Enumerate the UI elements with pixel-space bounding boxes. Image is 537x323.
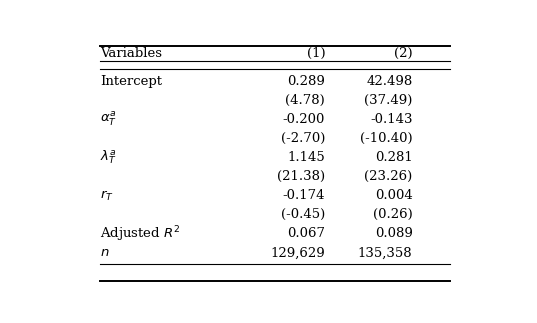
Text: $\lambda^{a}_{T}$: $\lambda^{a}_{T}$ [100,149,117,166]
Text: 0.067: 0.067 [287,227,325,240]
Text: (37.49): (37.49) [364,94,412,107]
Text: 0.004: 0.004 [375,189,412,202]
Text: -0.143: -0.143 [370,113,412,126]
Text: 0.089: 0.089 [375,227,412,240]
Text: $\alpha^{a}_{T}$: $\alpha^{a}_{T}$ [100,111,118,128]
Text: 0.289: 0.289 [287,75,325,88]
Text: $n$: $n$ [100,246,110,259]
Text: (1): (1) [307,47,325,60]
Text: (21.38): (21.38) [277,170,325,183]
Text: 1.145: 1.145 [287,151,325,164]
Text: Variables: Variables [100,47,162,60]
Text: -0.200: -0.200 [283,113,325,126]
Text: Intercept: Intercept [100,75,162,88]
Text: 42.498: 42.498 [366,75,412,88]
Text: (-10.40): (-10.40) [360,132,412,145]
Text: (0.26): (0.26) [373,208,412,221]
Text: (-0.45): (-0.45) [281,208,325,221]
Text: 129,629: 129,629 [271,246,325,259]
Text: -0.174: -0.174 [282,189,325,202]
Text: $r_{T}$: $r_{T}$ [100,189,114,203]
Text: (2): (2) [394,47,412,60]
Text: (23.26): (23.26) [364,170,412,183]
Text: (-2.70): (-2.70) [281,132,325,145]
Text: (4.78): (4.78) [285,94,325,107]
Text: Adjusted $R^{2}$: Adjusted $R^{2}$ [100,224,181,244]
Text: 135,358: 135,358 [358,246,412,259]
Text: 0.281: 0.281 [375,151,412,164]
